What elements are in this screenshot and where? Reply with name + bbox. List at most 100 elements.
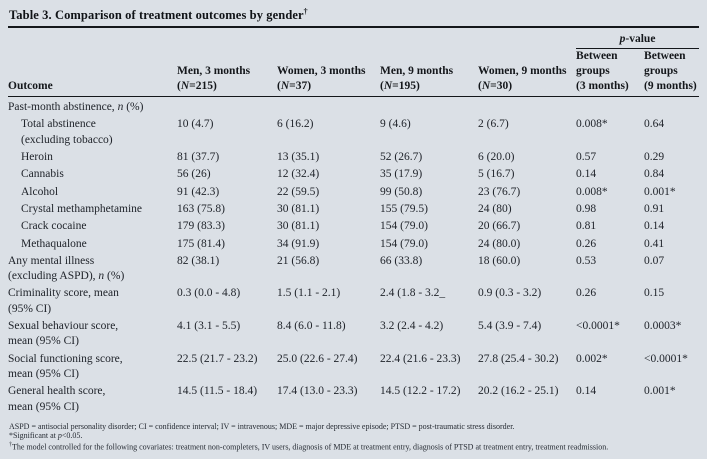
cell-value [644, 97, 699, 117]
cell-value: 24 (80.0) [478, 237, 521, 250]
cell-value: 6 (16.2) [277, 118, 314, 131]
cell-value: 0.26 [576, 237, 597, 250]
cell-value: 0.81 [576, 220, 597, 233]
table-title: Table 3. Comparison of treatment outcome… [8, 5, 699, 29]
cell-value: 154 (79.0) [380, 220, 428, 233]
column-header-women-9-months: Women, 9 months (N=30) [478, 48, 577, 98]
p-value-label: p-value [619, 33, 656, 46]
cell-value: 2.4 (1.8 - 3.2_ [380, 287, 446, 300]
row-label: Crystal methamphetamine [21, 202, 143, 215]
table-body: Past-month abstinence, n (%) Total abstin… [8, 97, 699, 416]
cell-value: 0.84 [644, 168, 665, 181]
table-row: Any mental illness (excluding ASPD), n (%… [8, 253, 699, 286]
table-footnotes: ASPD = antisocial personality disorder; … [8, 422, 699, 452]
table-row: Criminality score, mean (95% CI) 0.3 (0.0 … [8, 285, 699, 318]
cell-value: 175 (81.4) [177, 237, 225, 250]
cell-value: 34 (91.9) [277, 237, 320, 250]
cell-value: 0.001* [644, 185, 676, 198]
row-label: Sexual behaviour score, mean (95% CI) [8, 320, 119, 348]
table-row: Sexual behaviour score, mean (95% CI) 4.1 … [8, 318, 699, 351]
cell-value: 1.5 (1.1 - 2.1) [277, 287, 341, 300]
p-value-group-header: p-value [576, 28, 700, 50]
cell-value: 0.14 [576, 385, 597, 398]
cell-value: 66 (33.8) [380, 254, 423, 267]
footnote: *Significant at p<0.05. [9, 431, 83, 441]
cell-value: 23 (76.7) [478, 185, 521, 198]
table-row: Total abstinence (excluding tobacco) 10 (4… [8, 116, 699, 149]
cell-value: 9 (4.6) [380, 118, 411, 131]
cell-value: 8.4 (6.0 - 11.8) [277, 320, 346, 333]
table-row: Social functioning score, mean (95% CI) 22… [8, 351, 699, 384]
cell-value: 22.5 (21.7 - 23.2) [177, 352, 258, 365]
cell-value: 0.14 [644, 220, 665, 233]
row-label: Heroin [21, 151, 53, 164]
column-header-men-3-months: Men, 3 months (N=215) [177, 48, 277, 98]
column-header-row: Outcome Men, 3 months (N=215) Women, 3 mont… [8, 48, 700, 98]
cell-value: 27.8 (25.4 - 30.2) [478, 352, 559, 365]
column-header-between-groups-9-months: Between groups (9 months) [644, 48, 700, 98]
cell-value: 0.0003* [644, 320, 682, 333]
cell-value: 0.57 [576, 151, 597, 164]
cell-value: 20.2 (16.2 - 25.1) [478, 385, 559, 398]
table-row: Methaqualone 175 (81.4) 34 (91.9) 154 (79.0… [8, 236, 699, 253]
cell-value: 0.98 [576, 202, 597, 215]
cell-value: 22.4 (21.6 - 23.3) [380, 352, 461, 365]
row-label: Criminality score, mean (95% CI) [8, 287, 119, 315]
cell-value: 5 (16.7) [478, 168, 515, 181]
cell-value: 5.4 (3.9 - 7.4) [478, 320, 542, 333]
row-label: Crack cocaine [21, 220, 87, 233]
table-row: Past-month abstinence, n (%) [8, 97, 699, 117]
cell-value: 0.91 [644, 202, 665, 215]
table-row: Crack cocaine 179 (83.3) 30 (81.1) 154 (79.… [8, 218, 699, 235]
cell-value: 154 (79.0) [380, 237, 428, 250]
cell-value: 0.15 [644, 287, 665, 300]
outcomes-table: p-value Outcome Men, 3 months (N=215) Women… [8, 28, 700, 416]
row-label: Past-month abstinence, n (%) [8, 101, 144, 114]
column-header-men-9-months: Men, 9 months (N=195) [380, 48, 478, 98]
table-title-dagger-mark: † [303, 7, 308, 16]
table-row: Alcohol 91 (42.3) 22 (59.5) 99 (50.8) 23 (76… [8, 184, 699, 201]
table-row: Heroin 81 (37.7) 13 (35.1) 52 (26.7) 6 (20.0… [8, 149, 699, 166]
cell-value: 3.2 (2.4 - 4.2) [380, 320, 444, 333]
cell-value: 12 (32.4) [277, 168, 320, 181]
table-row: General health score, mean (95% CI) 14.5 (… [8, 383, 699, 416]
cell-value [177, 97, 277, 117]
cell-value: 0.002* [576, 352, 608, 365]
cell-value: 0.008* [576, 185, 608, 198]
cell-value: 0.3 (0.0 - 4.8) [177, 287, 241, 300]
cell-value: 0.001* [644, 385, 676, 398]
column-header-outcome: Outcome [8, 48, 177, 98]
cell-value: 20 (66.7) [478, 220, 521, 233]
cell-value: 82 (38.1) [177, 254, 220, 267]
cell-value: 4.1 (3.1 - 5.5) [177, 320, 241, 333]
cell-value: 24 (80) [478, 202, 512, 215]
cell-value: 0.29 [644, 151, 665, 164]
cell-value: 0.26 [576, 287, 597, 300]
cell-value [277, 97, 380, 117]
cell-value: 6 (20.0) [478, 151, 515, 164]
row-label: Cannabis [21, 168, 64, 181]
cell-value: 14.5 (12.2 - 17.2) [380, 385, 461, 398]
cell-value: 10 (4.7) [177, 118, 214, 131]
cell-value: 0.07 [644, 254, 665, 267]
table-header: p-value Outcome Men, 3 months (N=215) Women… [8, 28, 700, 98]
table-title-text: Table 3. Comparison of treatment outcome… [9, 8, 304, 23]
cell-value [380, 97, 478, 117]
cell-value: 99 (50.8) [380, 185, 423, 198]
cell-value [478, 97, 576, 117]
cell-value: 21 (56.8) [277, 254, 320, 267]
cell-value: 18 (60.0) [478, 254, 521, 267]
cell-value: 56 (26) [177, 168, 211, 181]
cell-value: 91 (42.3) [177, 185, 220, 198]
row-label: Alcohol [21, 185, 59, 198]
cell-value: 30 (81.1) [277, 202, 320, 215]
cell-value: <0.0001* [576, 320, 620, 333]
table-row: Cannabis 56 (26) 12 (32.4) 35 (17.9) 5 (16.7… [8, 166, 699, 183]
cell-value: 0.41 [644, 237, 665, 250]
cell-value: 14.5 (11.5 - 18.4) [177, 385, 258, 398]
cell-value: 13 (35.1) [277, 151, 320, 164]
cell-value: 35 (17.9) [380, 168, 423, 181]
p-value-group-row: p-value [8, 28, 700, 50]
cell-value: 163 (75.8) [177, 202, 225, 215]
cell-value: 25.0 (22.6 - 27.4) [277, 352, 358, 365]
